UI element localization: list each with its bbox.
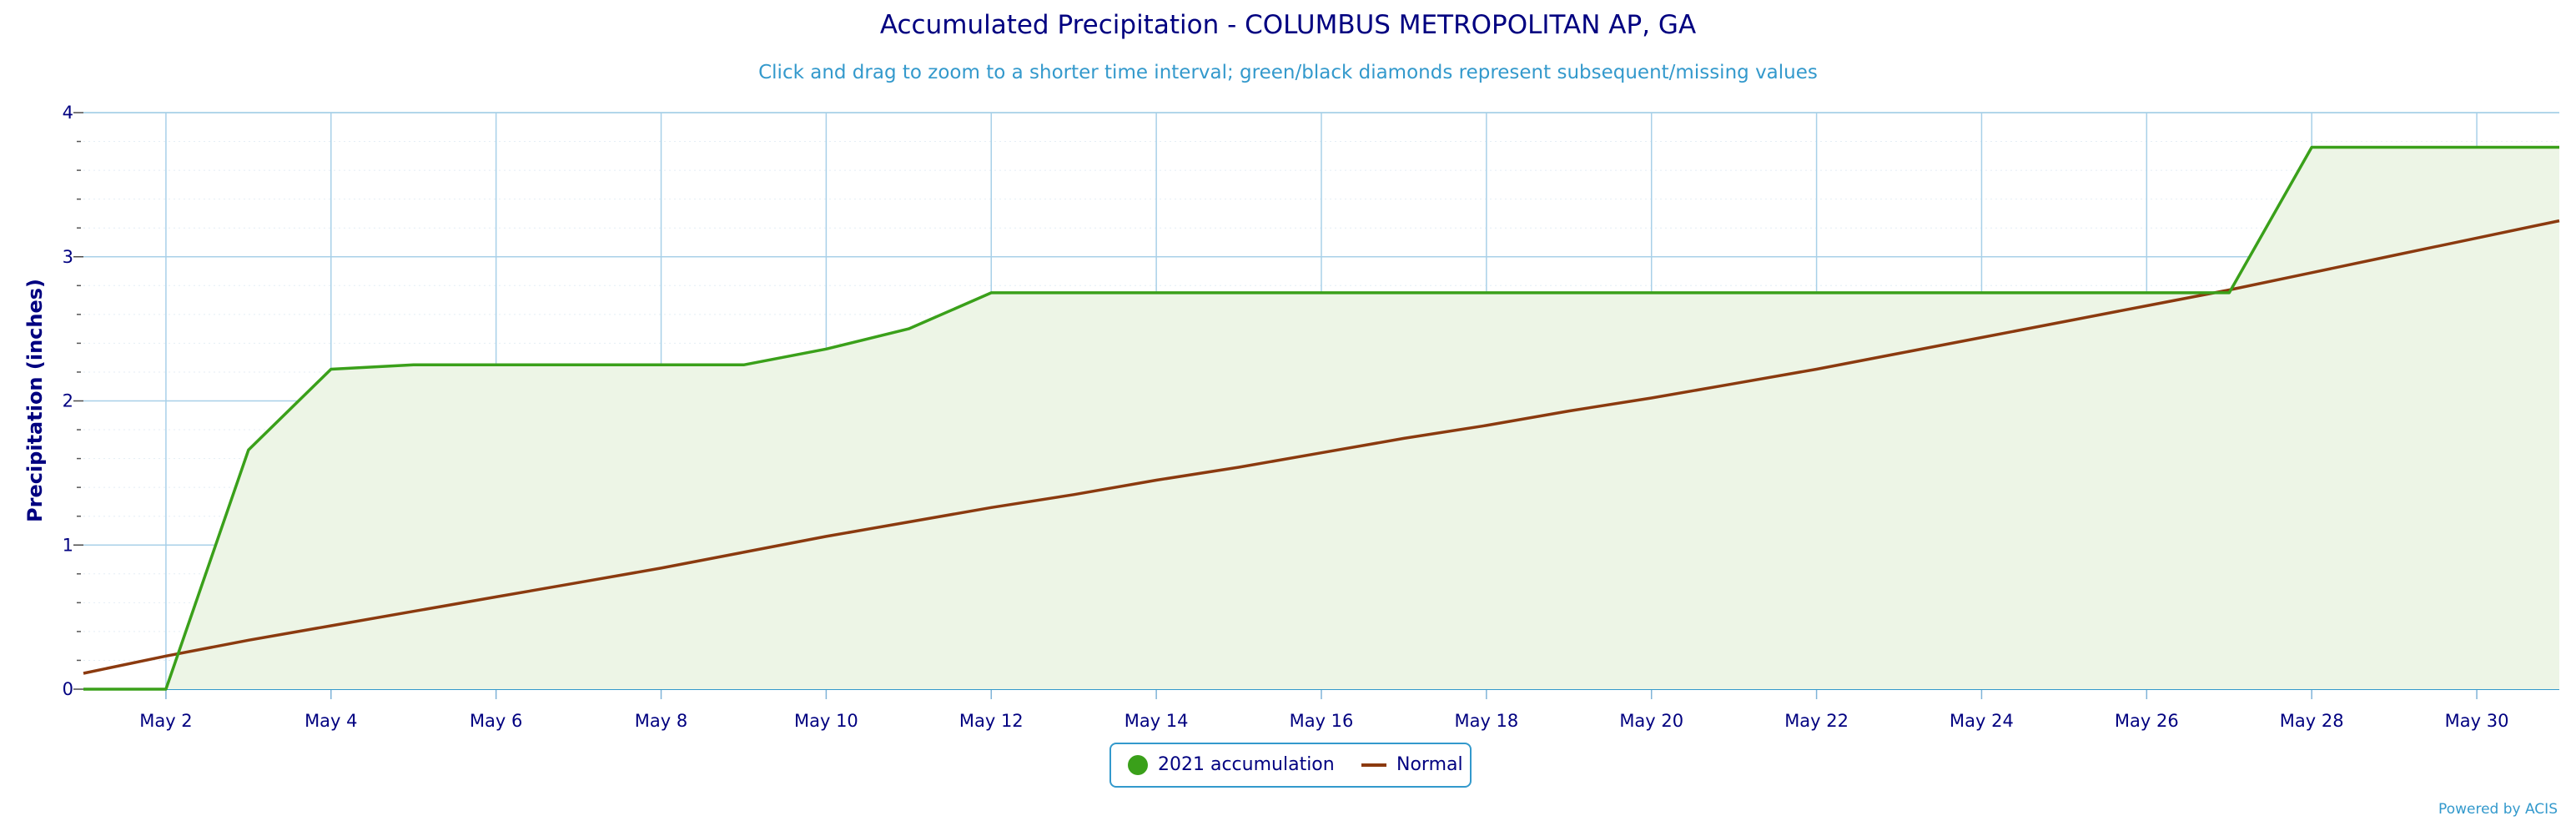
x-tick-label: May 30 [2445,711,2509,731]
x-tick-label: May 22 [1784,711,1849,731]
chart-legend[interactable]: 2021 accumulation Normal [1109,743,1472,788]
x-tick-label: May 6 [470,711,522,731]
x-tick-label: May 14 [1124,711,1189,731]
chart-subtitle: Click and drag to zoom to a shorter time… [758,62,1818,83]
x-tick-label: May 18 [1454,711,1518,731]
x-tick-label: May 8 [635,711,687,731]
y-tick-label: 0 [63,679,73,699]
x-tick-label: May 16 [1290,711,1354,731]
legend-item-accumulation[interactable]: 2021 accumulation [1158,754,1335,775]
axis-layer: 0 1 2 3 4 May 2 May 4 May 6 May 8 May 10 May 12 May… [63,103,2509,731]
chart-title: Accumulated Precipitation - COLUMBUS MET… [879,10,1697,40]
legend-item-normal[interactable]: Normal [1396,754,1463,775]
y-tick-label: 4 [63,103,73,123]
accumulation-series-line [83,145,2559,691]
x-tick-label: May 12 [959,711,1024,731]
x-tick-label: May 20 [1619,711,1683,731]
y-tick-label: 1 [63,535,73,555]
normal-series-line [83,219,2560,675]
x-tick-label: May 24 [1950,711,2014,731]
y-axis-label: Precipitation (inches) [23,279,47,522]
x-tick-label: May 26 [2115,711,2179,731]
y-tick-label: 3 [63,247,73,267]
normal-legend-marker [1361,763,1386,767]
accumulation-area-fill [83,147,2559,689]
line-layer [83,145,2560,691]
y-tick-label: 2 [63,391,73,411]
x-tick-label: May 4 [304,711,357,731]
x-tick-label: May 28 [2280,711,2344,731]
powered-by-credit[interactable]: Powered by ACIS [2438,801,2558,818]
area-layer [83,147,2559,689]
accumulation-legend-marker [1128,755,1148,775]
x-tick-label: May 10 [794,711,858,731]
x-tick-label: May 2 [139,711,192,731]
